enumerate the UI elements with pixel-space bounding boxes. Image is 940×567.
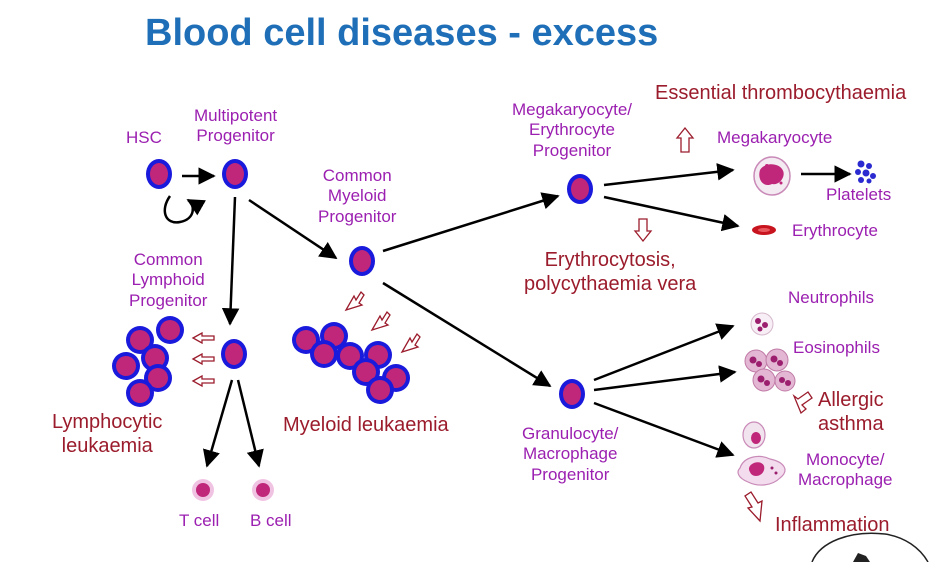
hollow-arrow-lymphoid-1: [191, 331, 215, 345]
hollow-arrow-myeloid-3: [400, 332, 421, 354]
label-multipotent-progenitor: Multipotent Progenitor: [194, 106, 277, 147]
disease-myeloid-leukaemia: Myeloid leukaemia: [283, 414, 449, 436]
label-hsc: HSC: [126, 128, 162, 147]
arrow-gmp-to-monocyte: [593, 401, 735, 458]
label-megakaryocyte: Megakaryocyte: [717, 128, 833, 147]
arrow-clp-to-tcell: [202, 379, 234, 468]
hollow-arrow-inflammation: [744, 491, 763, 523]
arrow-clp-to-bcell: [236, 379, 264, 468]
platelets-cells: [855, 160, 876, 184]
label-line: Multipotent: [194, 106, 278, 125]
label-neutrophils: Neutrophils: [788, 288, 874, 307]
label-monocyte-macrophage: Monocyte/ Macrophage: [798, 450, 893, 491]
label-eosinophils: Eosinophils: [793, 338, 880, 357]
label-line: polycythaemia vera: [524, 273, 697, 295]
multipotent-progenitor-cell: [222, 159, 248, 189]
disease-indicator-arrows: [191, 126, 813, 523]
megakaryocyte-cell: [753, 156, 791, 196]
arrow-cmp-to-gmp: [382, 281, 552, 388]
arrow-cmp-to-mep: [382, 192, 560, 253]
mep-cell: [567, 174, 593, 204]
label-line: Granulocyte/: [522, 424, 619, 443]
macrophage-cell: [737, 455, 786, 486]
arrow-gmp-to-neutrophils: [593, 323, 735, 382]
arrow-multipotent-to-cmp: [248, 198, 338, 260]
lineage-arrows: [163, 163, 852, 468]
arrow-mep-to-erythrocyte: [603, 195, 740, 232]
label-line: Lymphocytic: [52, 411, 163, 433]
label-line: Common: [133, 250, 203, 269]
label-common-lymphoid-progenitor: Common Lymphoid Progenitor: [129, 250, 207, 311]
label-line: Progenitor: [532, 140, 612, 160]
gmp-cell: [559, 379, 585, 409]
label-line: Monocyte/: [806, 450, 885, 469]
label-t-cell: T cell: [179, 511, 220, 530]
hollow-arrow-myeloid-1: [344, 290, 365, 312]
label-line: Progenitor: [196, 126, 275, 146]
disease-erythrocytosis: Erythrocytosis, polycythaemia vera: [524, 248, 696, 296]
t-cell: [192, 479, 214, 501]
eosinophils-cells: [744, 348, 796, 392]
label-line: Progenitor: [530, 464, 610, 484]
label-line: asthma: [818, 413, 884, 435]
hollow-arrow-erythrocytosis: [633, 218, 653, 243]
myeloid-leukaemia-cluster: [292, 322, 410, 404]
hollow-arrow-myeloid-2: [370, 310, 391, 332]
arrow-mep-to-megakaryocyte: [603, 163, 735, 187]
erythrocyte-cell: [752, 225, 776, 235]
label-platelets: Platelets: [826, 185, 892, 204]
hsc-cell: [146, 159, 172, 189]
hollow-arrow-thrombocythaemia: [675, 126, 695, 153]
page-title: Blood cell diseases - excess: [145, 12, 659, 54]
label-line: Progenitor: [129, 290, 208, 310]
label-line: Erythrocyte: [529, 120, 615, 140]
b-cell: [252, 479, 274, 501]
disease-inflammation: Inflammation: [775, 514, 890, 536]
common-myeloid-progenitor-cell: [349, 246, 375, 276]
lymphocytic-leukaemia-cluster: [112, 316, 184, 407]
hollow-arrow-asthma: [792, 391, 813, 415]
common-lymphoid-progenitor-cell: [221, 339, 247, 369]
label-common-myeloid-progenitor: Common Myeloid Progenitor: [318, 166, 396, 227]
label-b-cell: B cell: [250, 511, 292, 530]
label-line: leukaemia: [61, 435, 153, 457]
hollow-arrow-lymphoid-3: [191, 374, 215, 388]
label-line: Macrophage: [522, 444, 618, 464]
label-erythrocyte: Erythrocyte: [792, 221, 878, 240]
monocyte-cell: [742, 421, 766, 449]
label-line: Myeloid: [327, 186, 387, 206]
label-line: Megakaryocyte/: [512, 100, 632, 119]
disease-lymphocytic-leukaemia: Lymphocytic leukaemia: [52, 410, 162, 458]
arrow-multipotent-to-clp: [221, 196, 240, 326]
disease-allergic-asthma: Allergic asthma: [818, 388, 884, 436]
label-line: Allergic: [818, 389, 884, 411]
self-renewal-arrow: [163, 195, 207, 224]
label-line: Common: [322, 166, 392, 185]
label-line: Erythrocytosis,: [544, 249, 676, 271]
neutrophil-cell: [750, 312, 774, 336]
label-mep: Megakaryocyte/ Erythrocyte Progenitor: [512, 100, 632, 161]
hollow-arrow-lymphoid-2: [191, 352, 215, 366]
disease-essential-thrombocythaemia: Essential thrombocythaemia: [655, 82, 907, 104]
arrow-gmp-to-eosinophils: [593, 365, 737, 392]
label-line: Macrophage: [798, 470, 893, 490]
label-line: Lymphoid: [131, 270, 205, 290]
label-line: Progenitor: [318, 206, 397, 226]
logo-fragment: [811, 532, 929, 563]
label-gmp: Granulocyte/ Macrophage Progenitor: [522, 424, 618, 485]
